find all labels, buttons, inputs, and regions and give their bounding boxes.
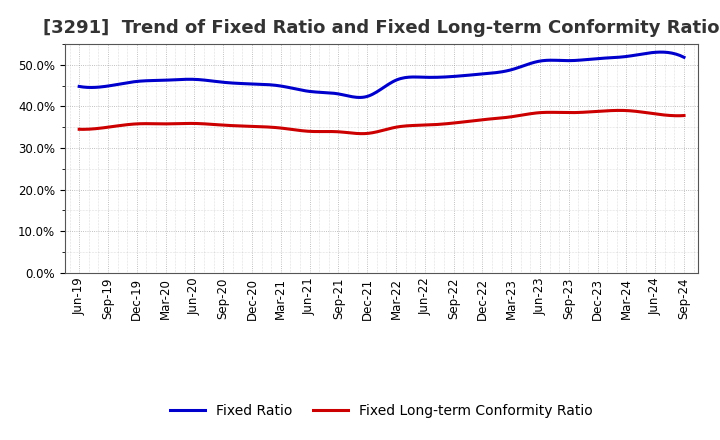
Fixed Long-term Conformity Ratio: [358, 131, 366, 136]
Fixed Ratio: [625, 53, 634, 59]
Fixed Long-term Conformity Ratio: [447, 121, 456, 126]
Fixed Ratio: [587, 56, 595, 62]
Title: [3291]  Trend of Fixed Ratio and Fixed Long-term Conformity Ratio: [3291] Trend of Fixed Ratio and Fixed Lo…: [43, 19, 720, 37]
Fixed Ratio: [356, 95, 365, 100]
Line: Fixed Long-term Conformity Ratio: Fixed Long-term Conformity Ratio: [79, 110, 684, 134]
Fixed Long-term Conformity Ratio: [437, 121, 446, 127]
Fixed Ratio: [435, 75, 444, 80]
Fixed Ratio: [657, 49, 666, 55]
Fixed Long-term Conformity Ratio: [587, 109, 595, 114]
Fixed Long-term Conformity Ratio: [435, 122, 444, 127]
Fixed Ratio: [680, 55, 688, 60]
Fixed Long-term Conformity Ratio: [627, 108, 636, 114]
Fixed Long-term Conformity Ratio: [615, 108, 624, 113]
Fixed Ratio: [75, 84, 84, 89]
Fixed Long-term Conformity Ratio: [77, 127, 86, 132]
Fixed Long-term Conformity Ratio: [680, 113, 688, 118]
Fixed Ratio: [437, 74, 446, 80]
Fixed Ratio: [77, 84, 86, 89]
Line: Fixed Ratio: Fixed Ratio: [79, 52, 684, 97]
Fixed Ratio: [447, 74, 456, 79]
Legend: Fixed Ratio, Fixed Long-term Conformity Ratio: Fixed Ratio, Fixed Long-term Conformity …: [165, 399, 598, 424]
Fixed Long-term Conformity Ratio: [75, 127, 84, 132]
